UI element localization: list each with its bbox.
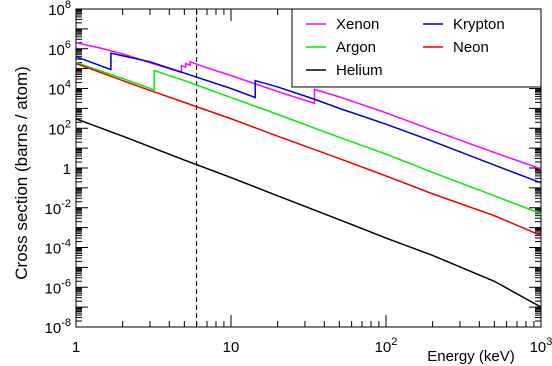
y-axis-label: Cross section (barns / atom) — [12, 66, 31, 280]
y-tick-label: 10-2 — [45, 198, 71, 218]
y-tick-label: 10-6 — [45, 277, 71, 297]
series-line-neon — [76, 62, 541, 237]
series-line-helium — [76, 118, 541, 308]
legend-label-neon: Neon — [453, 39, 489, 56]
x-axis-label: Energy (keV) — [427, 348, 515, 365]
x-tick-label: 1 — [72, 339, 80, 356]
x-tick-label: 102 — [375, 336, 398, 356]
series-group — [76, 42, 541, 308]
y-tick-label: 10-8 — [45, 317, 71, 337]
y-tick-label: 102 — [48, 118, 71, 138]
y-tick-label: 108 — [48, 0, 71, 19]
x-tick-label: 103 — [530, 336, 552, 356]
legend-label-krypton: Krypton — [453, 16, 505, 33]
x-tick-label: 10 — [223, 339, 240, 356]
series-line-argon — [76, 61, 541, 215]
y-tick-label: 104 — [48, 79, 71, 99]
series-line-krypton — [76, 52, 541, 184]
y-tick-label: 10-4 — [45, 238, 71, 258]
legend-box — [291, 8, 542, 88]
y-tick-label: 106 — [48, 39, 71, 59]
y-tick-label: 1 — [63, 161, 71, 178]
legend-label-xenon: Xenon — [336, 16, 379, 33]
legend-label-helium: Helium — [336, 62, 383, 79]
legend-label-argon: Argon — [336, 39, 376, 56]
